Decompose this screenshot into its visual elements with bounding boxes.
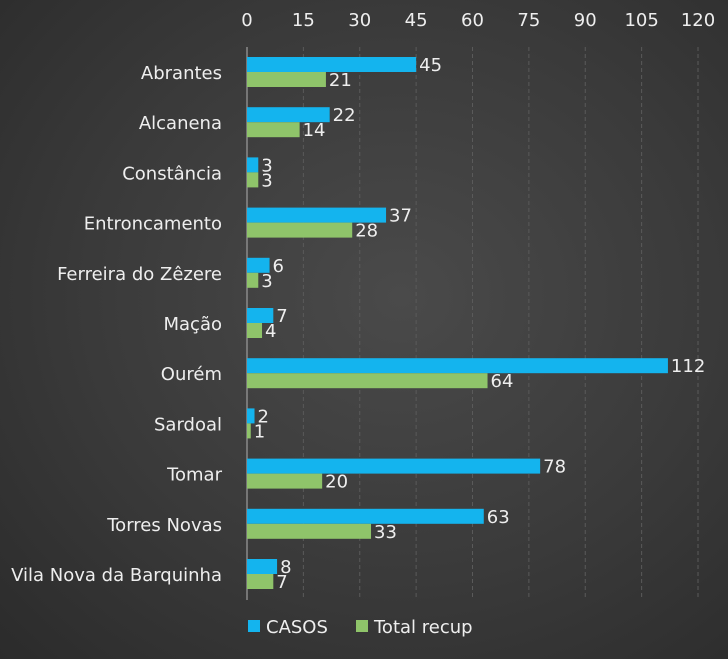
legend-label-casos: CASOS	[266, 617, 328, 638]
category-label-tomar: Tomar	[166, 465, 223, 486]
data-label-total-recup-ourem: 64	[491, 371, 514, 392]
x-tick-label-75: 75	[517, 10, 540, 31]
data-label-casos-torres-novas: 63	[487, 507, 510, 528]
data-label-total-recup-alcanena: 14	[303, 120, 326, 141]
data-label-total-recup-sardoal: 1	[254, 421, 265, 442]
category-labels: Abrantes Alcanena Constância Entroncamento F…	[11, 63, 222, 586]
data-label-total-recup-constancia: 3	[261, 170, 272, 191]
bar-total-recup-constancia	[247, 172, 259, 188]
data-label-casos-entroncamento: 37	[389, 206, 412, 227]
x-tick-label-90: 90	[574, 10, 597, 31]
x-tick-label-15: 15	[292, 10, 315, 31]
bar-casos-torres-novas	[247, 508, 484, 524]
legend-swatch-total-recup	[356, 620, 368, 632]
bar-casos-sardoal	[247, 408, 255, 424]
category-label-vila-nova-da-barquinha: Vila Nova da Barquinha	[11, 565, 222, 586]
bar-casos-tomar	[247, 458, 541, 474]
bar-total-recup-entroncamento	[247, 222, 353, 238]
bar-casos-vila-nova-da-barquinha	[247, 559, 278, 574]
category-label-abrantes: Abrantes	[141, 63, 222, 84]
data-label-casos-vila-nova-da-barquinha: 8	[280, 557, 291, 578]
category-label-ourem: Ourém	[161, 364, 222, 385]
data-label-casos-constancia: 3	[261, 155, 272, 176]
category-label-ferreira-do-zezere: Ferreira do Zêzere	[57, 264, 222, 285]
category-label-macao: Mação	[164, 314, 223, 335]
x-tick-label-60: 60	[461, 10, 484, 31]
x-tick-label-45: 45	[405, 10, 428, 31]
bar-total-recup-alcanena	[247, 122, 300, 138]
x-tick-label-105: 105	[624, 10, 658, 31]
gridlines	[246, 47, 699, 600]
category-label-constancia: Constância	[122, 163, 222, 184]
bar-total-recup-macao	[247, 323, 263, 338]
bar-total-recup-ferreira-do-zezere	[247, 272, 259, 288]
bar-total-recup-ourem	[247, 373, 488, 389]
legend-label-total-recup: Total recup	[373, 617, 473, 638]
data-label-casos-tomar: 78	[543, 457, 566, 478]
bar-casos-entroncamento	[247, 207, 387, 223]
legend: CASOS Total recup	[248, 617, 473, 638]
legend-swatch-casos	[248, 620, 260, 632]
category-label-entroncamento: Entroncamento	[84, 214, 222, 235]
data-label-total-recup-torres-novas: 33	[374, 522, 397, 543]
data-label-total-recup-tomar: 20	[325, 472, 348, 493]
bar-casos-macao	[247, 308, 274, 323]
data-label-casos-abrantes: 45	[419, 55, 442, 76]
data-label-casos-macao: 7	[276, 306, 287, 327]
data-label-total-recup-abrantes: 21	[329, 70, 352, 91]
data-label-total-recup-macao: 4	[265, 321, 276, 342]
bars	[247, 57, 668, 589]
bar-casos-alcanena	[247, 107, 330, 123]
data-label-total-recup-ferreira-do-zezere: 3	[261, 271, 272, 292]
category-label-sardoal: Sardoal	[154, 414, 222, 435]
data-label-casos-alcanena: 22	[333, 105, 356, 126]
bar-total-recup-sardoal	[247, 423, 251, 439]
data-label-total-recup-vila-nova-da-barquinha: 7	[276, 572, 287, 593]
x-tick-label-120: 120	[681, 10, 715, 31]
bar-total-recup-abrantes	[247, 72, 326, 87]
bar-casos-abrantes	[247, 57, 417, 72]
x-axis-ticks: 0 15 30 45 60 75 90 105 120	[241, 10, 715, 31]
bar-total-recup-tomar	[247, 473, 323, 489]
x-tick-label-30: 30	[348, 10, 371, 31]
bar-casos-ourem	[247, 358, 668, 374]
data-label-casos-ourem: 112	[671, 356, 705, 377]
bar-casos-constancia	[247, 157, 259, 173]
x-tick-label-0: 0	[241, 10, 252, 31]
data-label-total-recup-entroncamento: 28	[355, 221, 378, 242]
data-label-casos-ferreira-do-zezere: 6	[273, 256, 284, 277]
data-label-casos-sardoal: 2	[258, 406, 269, 427]
bar-total-recup-vila-nova-da-barquinha	[247, 574, 274, 589]
bar-casos-ferreira-do-zezere	[247, 257, 270, 273]
category-label-torres-novas: Torres Novas	[106, 515, 222, 536]
category-label-alcanena: Alcanena	[139, 113, 222, 134]
bar-total-recup-torres-novas	[247, 523, 372, 539]
